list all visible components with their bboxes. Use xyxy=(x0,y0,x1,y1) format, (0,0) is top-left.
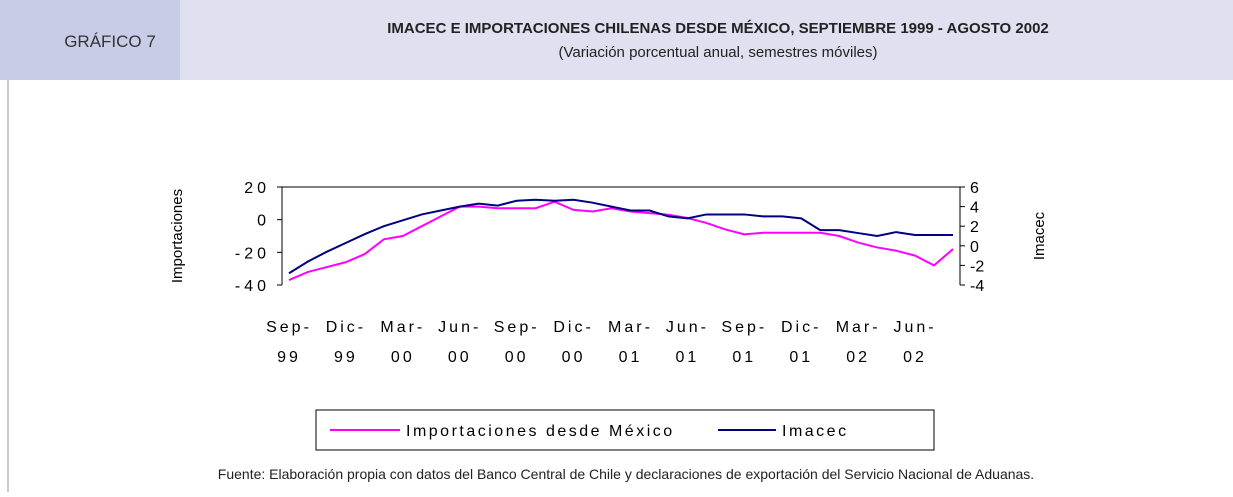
series-line xyxy=(288,198,953,275)
x-tick-label: Jun- 01 xyxy=(666,319,709,366)
x-tick-label-line: Mar- xyxy=(608,319,653,336)
x-tick-label-line: Mar- xyxy=(836,319,881,336)
y2-tick-label: 4 xyxy=(970,200,979,217)
x-tick-label-line: 00 xyxy=(391,349,415,366)
x-tick-label-line: Sep- xyxy=(494,319,540,336)
series-line xyxy=(288,200,954,282)
x-tick-label: Sep- 00 xyxy=(494,319,540,366)
y-axis-label: Importaciones xyxy=(169,189,186,283)
label-box xyxy=(0,0,180,80)
x-tick-label-line: Jun- xyxy=(893,319,936,336)
x-tick-label-line: 02 xyxy=(846,349,870,366)
x-tick-label: Dic- 01 xyxy=(781,319,821,366)
header-band xyxy=(0,0,1233,80)
x-tick-label: Mar- 01 xyxy=(608,319,653,366)
chart-subtitle: (Variación porcentual anual, semestres m… xyxy=(558,44,877,61)
x-tick-label-line: 01 xyxy=(732,349,756,366)
y-tick-label: 20 xyxy=(244,180,270,197)
x-tick-label-line: 02 xyxy=(903,349,927,366)
x-tick-label-line: 00 xyxy=(562,349,586,366)
y2-tick-label: -4 xyxy=(970,278,984,295)
x-tick-label-line: 01 xyxy=(789,349,813,366)
x-tick-label-line: Jun- xyxy=(438,319,481,336)
legend-box xyxy=(315,409,935,451)
x-tick-label-line: Dic- xyxy=(553,319,593,336)
x-tick-label-line: 00 xyxy=(448,349,472,366)
x-tick-label: Jun- 02 xyxy=(893,319,936,366)
y2-tick-label: 0 xyxy=(970,239,979,256)
x-tick-label: Mar- 02 xyxy=(836,319,881,366)
chart-title: IMACEC E IMPORTACIONES CHILENAS DESDE MÉ… xyxy=(387,20,1049,37)
x-tick-label: Dic- 99 xyxy=(326,319,366,366)
y2-tick-label: 2 xyxy=(970,219,979,236)
chart-label: GRÁFICO 7 xyxy=(64,32,156,51)
y-tick-label: -20 xyxy=(235,245,270,262)
x-tick-label: Dic- 00 xyxy=(553,319,593,366)
y-tick-label: -40 xyxy=(235,278,270,295)
x-tick-label-line: 00 xyxy=(505,349,529,366)
x-tick-label-line: Sep- xyxy=(266,319,312,336)
legend-label: Importaciones desde México xyxy=(406,423,675,440)
x-tick-label-line: Sep- xyxy=(721,319,767,336)
x-tick-label: Sep- 01 xyxy=(721,319,767,366)
x-tick-label-line: Dic- xyxy=(781,319,821,336)
y-tick-label: 0 xyxy=(257,213,270,230)
x-tick-label-line: 99 xyxy=(334,349,358,366)
x-tick-label-line: Dic- xyxy=(326,319,366,336)
y2-tick-label: 6 xyxy=(970,180,979,197)
legend-label: Imacec xyxy=(782,423,849,440)
x-tick-label: Jun- 00 xyxy=(438,319,481,366)
x-tick-label-line: 01 xyxy=(619,349,643,366)
y2-tick-label: -2 xyxy=(970,258,984,275)
y2-axis-label: Imacec xyxy=(1031,211,1048,260)
x-tick-label: Mar- 00 xyxy=(380,319,425,366)
x-tick-label-line: 01 xyxy=(676,349,700,366)
x-tick-label-line: 99 xyxy=(277,349,301,366)
source-note: Fuente: Elaboración propia con datos del… xyxy=(218,466,1034,482)
x-tick-label-line: Mar- xyxy=(380,319,425,336)
x-tick-label-line: Jun- xyxy=(666,319,709,336)
x-tick-label: Sep- 99 xyxy=(266,319,312,366)
